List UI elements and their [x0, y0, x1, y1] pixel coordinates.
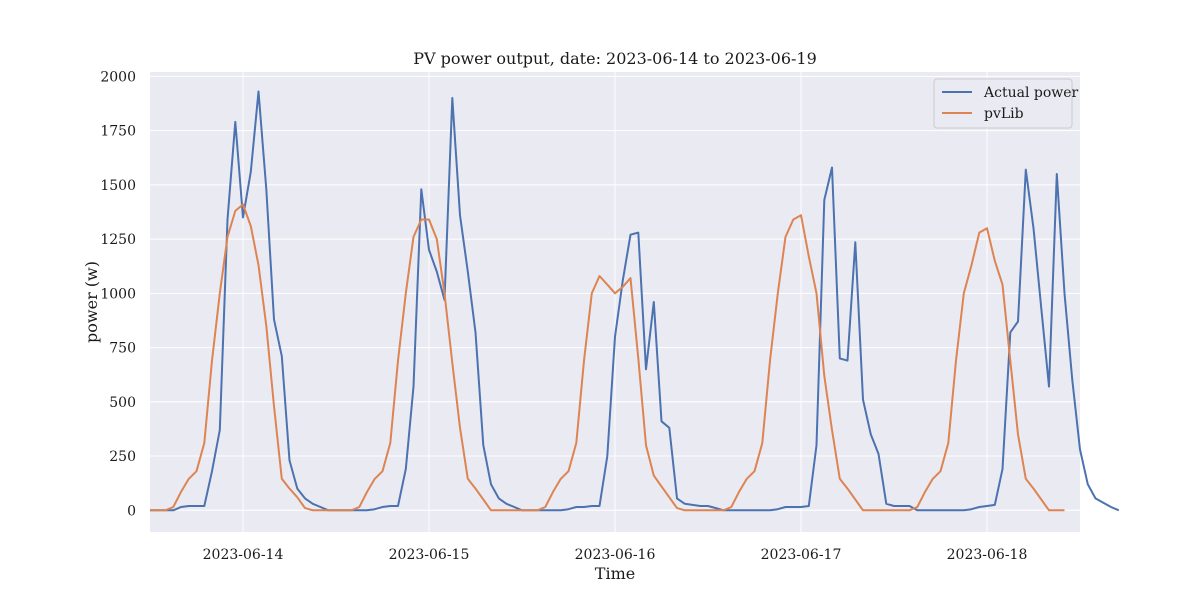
- grid-lines: [150, 72, 1080, 532]
- legend-label-actual-power: Actual power: [983, 85, 1079, 101]
- y-tick-label: 1500: [100, 178, 136, 194]
- y-tick-label: 250: [109, 449, 136, 465]
- legend: Actual power pvLib: [933, 78, 1079, 129]
- chart-title: PV power output, date: 2023-06-14 to 202…: [413, 49, 817, 68]
- y-tick-label: 1250: [100, 232, 136, 248]
- x-tick-label: 2023-06-17: [761, 547, 842, 563]
- series-layer: [150, 90, 1120, 512]
- y-tick-label: 0: [127, 503, 136, 519]
- series-line-actual-power: [150, 90, 1120, 512]
- y-tick-label: 2000: [100, 69, 136, 85]
- x-tick-label: 2023-06-18: [947, 547, 1028, 563]
- y-tick-label: 1000: [100, 286, 136, 302]
- x-tick-labels: 2023-06-14 2023-06-15 2023-06-16 2023-06-17…: [203, 547, 1028, 563]
- y-tick-labels: 0 250 500 750 1000 1250 1500 1750 2000: [100, 69, 136, 519]
- x-tick-label: 2023-06-14: [203, 547, 284, 563]
- x-tick-label: 2023-06-15: [389, 547, 470, 563]
- x-axis-label: Time: [595, 564, 635, 583]
- y-tick-label: 1750: [100, 124, 136, 140]
- x-tick-label: 2023-06-16: [575, 547, 656, 563]
- y-axis-label: power (w): [82, 261, 101, 343]
- y-tick-label: 500: [109, 395, 136, 411]
- legend-label-pvlib: pvLib: [984, 106, 1024, 122]
- y-tick-label: 750: [109, 341, 136, 357]
- series-line-pvlib: [150, 203, 1065, 512]
